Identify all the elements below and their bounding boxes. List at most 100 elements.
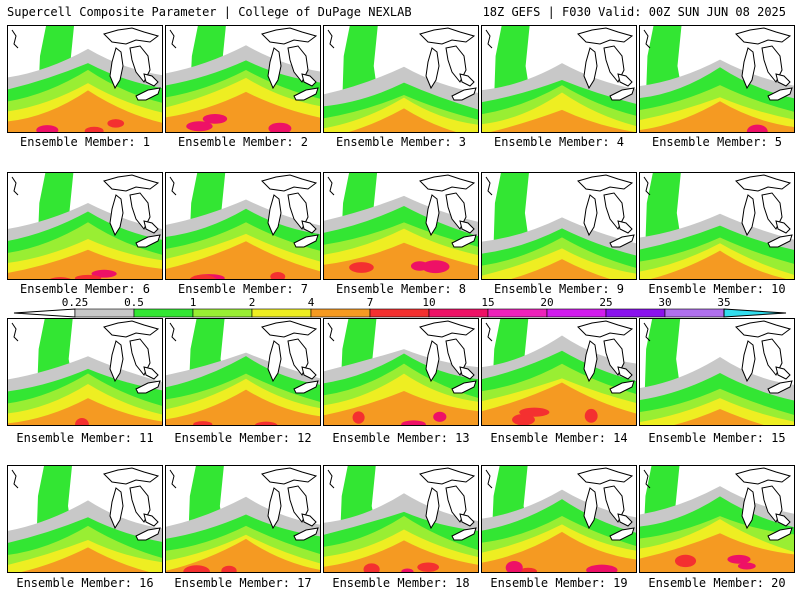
lake-outline: [767, 380, 793, 394]
member-map-16: [7, 465, 163, 573]
scp-maximum: [519, 407, 550, 417]
shoreline: [485, 322, 493, 342]
lake-outline: [419, 27, 476, 45]
scp-maximum: [417, 562, 440, 572]
legend-color-bin: [369, 308, 430, 318]
shoreline: [169, 469, 177, 489]
lake-outline: [301, 220, 317, 234]
lake-outline: [103, 320, 160, 338]
lake-outline: [135, 87, 161, 101]
scp-maximum: [737, 562, 756, 570]
lake-outline: [109, 194, 124, 237]
member-label-4: Ensemble Member: 4: [493, 135, 625, 149]
member-label-16: Ensemble Member: 16: [16, 576, 154, 590]
scp-maximum: [186, 121, 213, 132]
member-label-6: Ensemble Member: 6: [19, 282, 151, 296]
legend-tick-label: 25: [599, 296, 613, 309]
lake-outline: [267, 487, 282, 530]
legend-color-bin: [133, 308, 194, 318]
member-map-5: [639, 25, 795, 133]
legend-tick-label: 10: [422, 296, 436, 309]
lake-outline: [143, 513, 159, 527]
legend-tick-label: 35: [717, 296, 731, 309]
lake-outline: [267, 47, 282, 90]
member-label-13: Ensemble Member: 13: [332, 431, 470, 445]
scp-contour-band: [8, 90, 162, 132]
legend-tick-label: 7: [366, 296, 374, 309]
scp-maximum: [505, 560, 523, 572]
member-map-18: [323, 465, 479, 573]
member-label-20: Ensemble Member: 20: [648, 576, 786, 590]
legend-color-bin: [487, 308, 548, 318]
lake-outline: [735, 467, 792, 485]
member-label-14: Ensemble Member: 14: [490, 431, 628, 445]
shoreline: [643, 322, 651, 342]
member-label-5: Ensemble Member: 5: [651, 135, 783, 149]
shoreline: [11, 29, 19, 49]
scp-maximum: [519, 567, 538, 572]
lake-outline: [103, 27, 160, 45]
member-map-2: [165, 25, 321, 133]
scp-maximum: [433, 411, 447, 422]
map-title: Supercell Composite Parameter | College …: [7, 5, 412, 19]
scp-maximum: [107, 119, 125, 128]
scp-maximum: [674, 554, 697, 568]
legend-tick-label: 2: [248, 296, 256, 309]
shoreline: [485, 29, 493, 49]
scp-maximum: [727, 554, 751, 564]
lake-outline: [425, 47, 440, 90]
scp-contour-band: [490, 109, 635, 132]
scp-contour-band: [8, 249, 162, 279]
lake-outline: [583, 194, 598, 237]
lake-outline: [459, 366, 475, 380]
lake-outline: [451, 527, 477, 541]
member-map-7: [165, 172, 321, 280]
member-map-10: [639, 172, 795, 280]
lake-outline: [577, 174, 634, 192]
shoreline: [169, 176, 177, 196]
lake-outline: [267, 194, 282, 237]
lake-outline: [609, 87, 635, 101]
member-label-19: Ensemble Member: 19: [490, 576, 628, 590]
legend-color-bin: [664, 308, 725, 318]
legend-tick-label: 0.25: [61, 296, 89, 309]
scp-maximum: [202, 113, 228, 124]
lake-outline: [103, 467, 160, 485]
lake-outline: [775, 73, 791, 87]
scp-maximum: [193, 421, 213, 425]
scp-maximum: [363, 563, 380, 572]
scp-maximum: [221, 565, 237, 572]
lake-outline: [261, 467, 318, 485]
shoreline: [643, 469, 651, 489]
shoreline: [643, 176, 651, 196]
member-map-3: [323, 25, 479, 133]
member-map-13: [323, 318, 479, 426]
scp-contour-band: [510, 259, 611, 279]
shoreline: [169, 322, 177, 342]
lake-outline: [301, 366, 317, 380]
scp-maximum: [697, 279, 721, 280]
legend-tick-label: 20: [540, 296, 554, 309]
shoreline: [643, 29, 651, 49]
shoreline: [169, 29, 177, 49]
lake-outline: [109, 340, 124, 383]
member-label-3: Ensemble Member: 3: [335, 135, 467, 149]
lake-outline: [735, 27, 792, 45]
scp-maximum: [74, 274, 102, 279]
member-label-7: Ensemble Member: 7: [177, 282, 309, 296]
legend-tick-label: 15: [481, 296, 495, 309]
member-map-4: [481, 25, 637, 133]
lake-outline: [459, 220, 475, 234]
lake-outline: [425, 487, 440, 530]
lake-outline: [261, 320, 318, 338]
lake-outline: [767, 87, 793, 101]
legend-color-bin: [605, 308, 666, 318]
shoreline: [327, 176, 335, 196]
member-map-17: [165, 465, 321, 573]
lake-outline: [459, 513, 475, 527]
lake-outline: [577, 467, 634, 485]
scp-maximum: [49, 277, 71, 279]
member-map-6: [7, 172, 163, 280]
lake-outline: [109, 47, 124, 90]
lake-outline: [577, 27, 634, 45]
